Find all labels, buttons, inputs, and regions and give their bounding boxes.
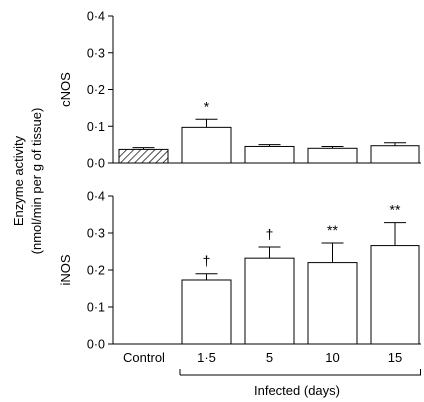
y-tick-label: 0·4 (87, 10, 105, 24)
panel-label-cnos: cNOS (58, 72, 73, 107)
panel-inos: 0·0 0·1 0·2 0·3 0·4 iNOS † † ** ** (58, 190, 421, 352)
bar-inos-4 (370, 245, 420, 345)
bar-cnos-2 (244, 145, 295, 164)
x-tick-label-4: 15 (388, 350, 402, 365)
panel-cnos: 0·0 0·1 0·2 0·3 0·4 cNOS * (58, 10, 421, 171)
group-label: Infected (days) (254, 383, 340, 398)
bar-cnos-3 (307, 147, 358, 164)
y-tick-label: 0·4 (87, 190, 105, 204)
y-axis-label-line-1: Enzyme activity (11, 135, 26, 226)
bar-inos-1 (181, 279, 232, 345)
significance-mark-3: ** (327, 222, 338, 238)
shared-y-axis-label: Enzyme activity (nmol/min per g of tissu… (11, 108, 44, 255)
y-tick-label: 0·0 (87, 157, 105, 171)
significance-mark-4: ** (390, 202, 401, 218)
y-tick-label: 0·0 (87, 338, 105, 352)
y-axis-label-line-2: (nmol/min per g of tissue) (29, 108, 44, 255)
significance-mark-1: † (203, 253, 211, 269)
y-tick-label: 0·1 (87, 301, 105, 315)
y-tick-label: 0·3 (87, 227, 105, 241)
significance-mark-1: * (204, 98, 210, 114)
panel-label-inos: iNOS (58, 254, 73, 285)
x-tick-label-2: 5 (266, 350, 273, 365)
y-tick-label: 0·2 (87, 264, 105, 278)
y-tick-label: 0·2 (87, 83, 105, 97)
y-tick-label: 0·3 (87, 46, 105, 60)
bar-inos-2 (244, 257, 295, 345)
x-tick-label-3: 10 (325, 350, 339, 365)
significance-mark-2: † (266, 226, 274, 242)
bar-inos-3 (307, 262, 358, 345)
x-tick-label-1: 1·5 (197, 350, 216, 365)
y-tick-label: 0·1 (87, 120, 105, 134)
bar-cnos-4 (370, 145, 420, 164)
bar-cnos-1 (181, 126, 232, 164)
x-tick-label-0: Control (123, 350, 165, 365)
bar-cnos-0 (118, 148, 169, 164)
